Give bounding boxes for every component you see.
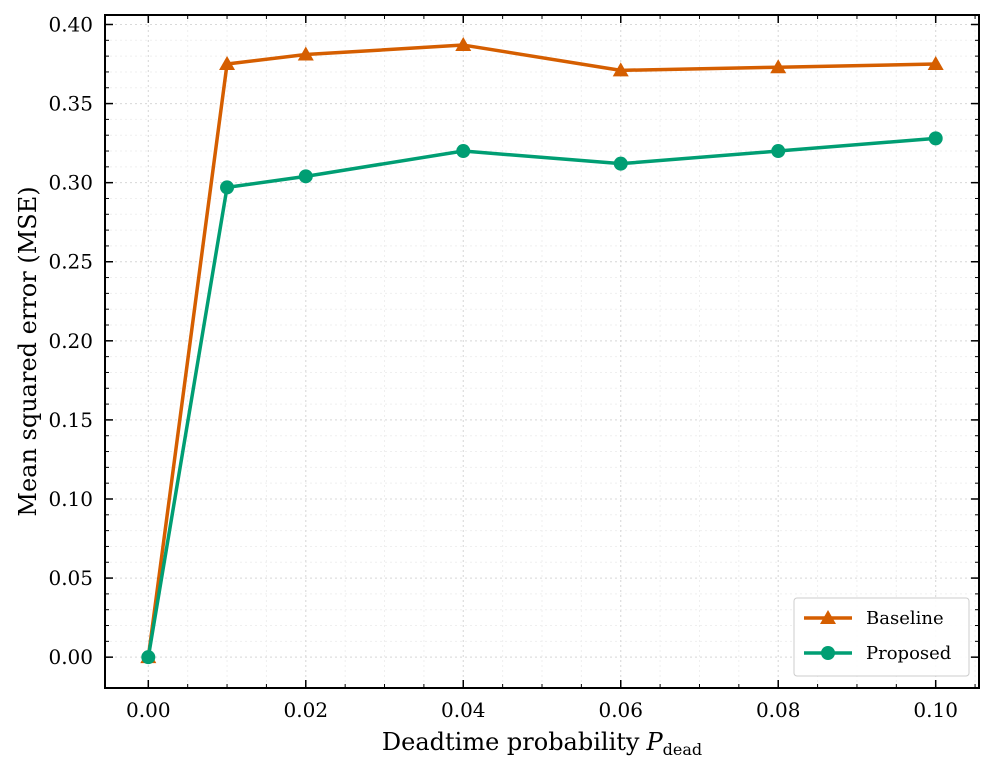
x-tick-label: 0.02 xyxy=(284,698,329,722)
series-layer xyxy=(140,37,944,665)
y-tick-label: 0.20 xyxy=(48,329,93,353)
x-tick-label: 0.04 xyxy=(441,698,486,722)
legend-proposed-label: Proposed xyxy=(866,643,951,664)
y-axis-label: Mean squared error (MSE) xyxy=(14,186,42,516)
proposed-point xyxy=(613,156,628,171)
series-baseline xyxy=(140,37,944,664)
y-tick-label: 0.15 xyxy=(48,408,93,432)
legend-entry-baseline: Baseline xyxy=(804,608,944,629)
series-proposed xyxy=(141,131,943,665)
legend-baseline-label: Baseline xyxy=(866,608,944,629)
x-tick-label: 0.00 xyxy=(126,698,171,722)
x-tick-label: 0.08 xyxy=(756,698,801,722)
y-tick-label: 0.25 xyxy=(48,250,93,274)
y-tick-label: 0.05 xyxy=(48,566,93,590)
y-tick-label: 0.00 xyxy=(48,645,93,669)
y-tick-label: 0.35 xyxy=(48,92,93,116)
baseline-point xyxy=(612,62,629,77)
grid xyxy=(105,15,979,688)
y-tick-label: 0.30 xyxy=(48,171,93,195)
legend-entry-proposed: Proposed xyxy=(804,643,951,664)
y-tick-label: 0.40 xyxy=(48,12,93,36)
x-axis-label: Deadtime probability Pdead xyxy=(382,728,702,759)
legend: Baseline Proposed xyxy=(793,597,970,677)
x-axis-label-symbol: P xyxy=(645,728,663,756)
y-tick-label: 0.10 xyxy=(48,487,93,511)
x-axis-label-text: Deadtime probability xyxy=(382,728,640,756)
x-tick-label: 0.10 xyxy=(913,698,958,722)
proposed-point xyxy=(928,131,943,146)
legend-proposed-marker xyxy=(821,646,835,660)
baseline-point xyxy=(927,56,944,71)
baseline-point xyxy=(455,37,472,52)
tick-labels: 0.00 0.02 0.04 0.06 0.08 0.10 0.00 0.05 0.10 0.15… xyxy=(48,12,957,722)
baseline-point xyxy=(770,59,787,74)
proposed-point xyxy=(141,650,156,665)
proposed-point xyxy=(456,144,471,159)
proposed-point xyxy=(220,180,235,195)
legend-baseline-marker xyxy=(820,610,836,624)
x-axis-label-subscript: dead xyxy=(663,740,703,759)
plot-frame xyxy=(104,14,980,689)
baseline-point xyxy=(219,56,236,71)
proposed-point xyxy=(771,144,786,159)
baseline-point xyxy=(297,46,314,61)
proposed-point xyxy=(298,169,313,184)
x-tick-label: 0.06 xyxy=(598,698,643,722)
